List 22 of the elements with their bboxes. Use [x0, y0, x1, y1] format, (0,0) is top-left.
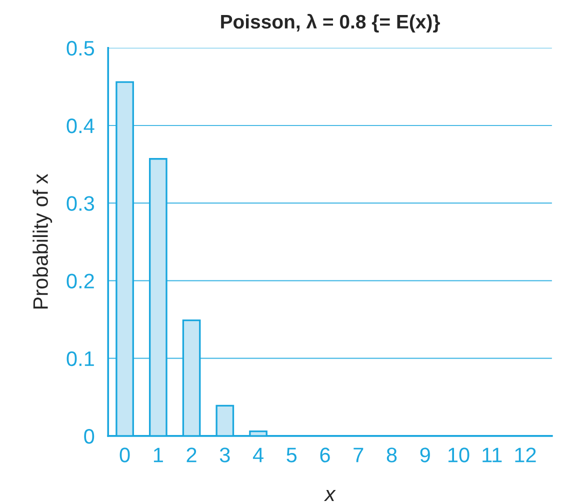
x-tick-label: 1 — [154, 448, 163, 462]
y-tick-label: 0 — [84, 428, 94, 444]
x-tick-label: 2 — [186, 448, 196, 462]
x-tick-label: 4 — [252, 448, 264, 462]
x-tick-label: 7 — [354, 448, 364, 462]
y-tick-label: 0.4 — [66, 118, 94, 134]
x-tick-label: 11 — [482, 448, 502, 462]
chart-title: Poisson, λ = 0.8 {= E(x)} — [221, 14, 440, 32]
x-tick-label: 6 — [320, 448, 330, 462]
x-tick-label: 12 — [515, 448, 536, 462]
y-tick-label: 0.3 — [66, 196, 94, 211]
x-tick-label: 9 — [420, 448, 430, 462]
y-tick-label: 0.1 — [66, 351, 94, 366]
y-tick-label: 0.5 — [66, 40, 94, 56]
x-axis-title: x — [324, 490, 336, 502]
y-tick-label: 0.2 — [66, 274, 94, 288]
x-tick-label: 8 — [386, 448, 397, 462]
x-tick-label: 10 — [448, 448, 470, 462]
x-tick-label: 3 — [220, 448, 230, 462]
x-tick-label: 0 — [120, 448, 130, 462]
y-axis-title: Probability of x — [32, 174, 52, 309]
x-tick-label: 5 — [286, 448, 297, 462]
